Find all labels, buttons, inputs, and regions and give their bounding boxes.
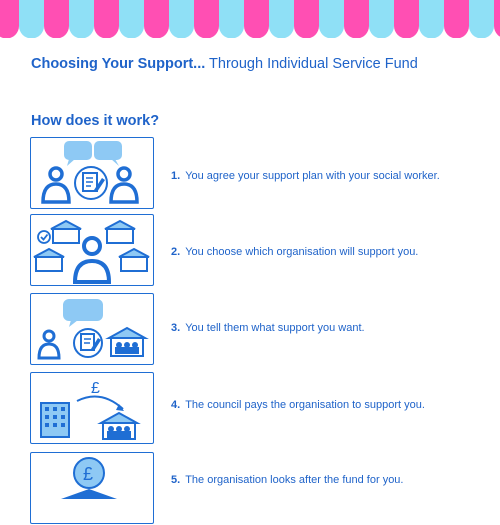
pound-sign-icon: £ (91, 380, 100, 397)
step-4-illustration: £ (30, 372, 154, 444)
awning-banner (0, 0, 500, 38)
awning-stripe (69, 0, 94, 38)
building-icon (105, 326, 149, 357)
building-group-icon (33, 219, 150, 272)
people-icon (41, 166, 139, 204)
page-title-bold: Choosing Your Support... (31, 56, 206, 72)
awning-stripe (394, 0, 419, 38)
person-icon (72, 236, 112, 284)
step-1-illustration (30, 137, 154, 209)
office-building-icon (40, 402, 70, 438)
awning-stripe (0, 0, 19, 38)
awning-stripe (44, 0, 69, 38)
awning-stripe (319, 0, 344, 38)
awning-stripe (219, 0, 244, 38)
page-title: Choosing Your Support... Through Individ… (31, 56, 418, 72)
awning-stripe (494, 0, 500, 37)
awning-stripe (19, 0, 44, 38)
building-icon (61, 489, 117, 499)
page-title-rest: Through Individual Service Fund (205, 56, 418, 72)
step-2-text: 2. You choose which organisation will sup… (171, 246, 419, 258)
awning-stripe (144, 0, 169, 38)
awning-stripe (344, 0, 369, 38)
awning-stripe (119, 0, 144, 38)
awning-stripe (444, 0, 469, 38)
awning-stripe (369, 0, 394, 38)
person-icon (37, 329, 61, 360)
building-icon (97, 411, 141, 440)
speech-bubble-icon (63, 299, 103, 327)
awning-stripe (269, 0, 294, 38)
step-2-illustration (30, 214, 154, 286)
coin-pound-sign: £ (83, 464, 93, 484)
plan-document-icon (73, 328, 103, 358)
step-3-text: 3. You tell them what support you want. (171, 322, 365, 334)
checkmark-icon (37, 230, 51, 244)
step-3-illustration (30, 293, 154, 365)
awning-stripe (169, 0, 194, 38)
awning-stripe (194, 0, 219, 38)
step-1-text: 1. You agree your support plan with your … (171, 170, 440, 182)
awning-stripe (294, 0, 319, 38)
arrow-icon (76, 395, 124, 411)
step-4-text: 4. The council pays the organisation to s… (171, 399, 425, 411)
awning-stripe (469, 0, 494, 38)
speech-bubbles-icon (64, 141, 122, 166)
money-coin-icon: £ (73, 457, 105, 489)
awning-stripe (419, 0, 444, 38)
step-5-text: 5. The organisation looks after the fund … (171, 474, 404, 486)
awning-stripe (244, 0, 269, 38)
section-heading: How does it work? (31, 113, 160, 129)
plan-document-icon (74, 166, 108, 200)
awning-stripe (94, 0, 119, 38)
step-5-illustration: £ (30, 452, 154, 524)
